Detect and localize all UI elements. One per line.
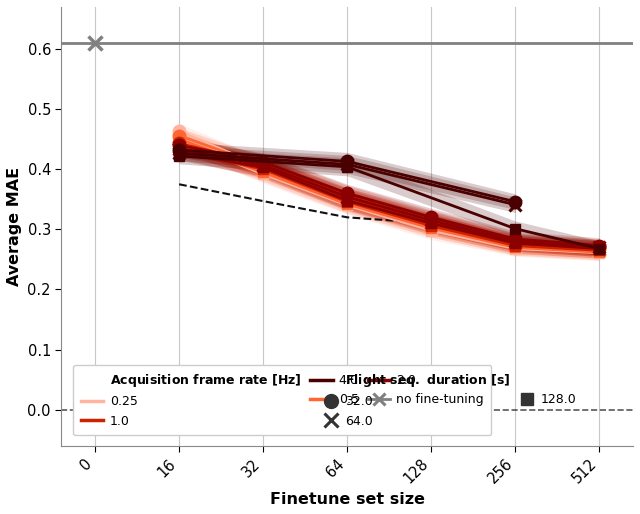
Y-axis label: Average MAE: Average MAE xyxy=(7,167,22,286)
X-axis label: Finetune set size: Finetune set size xyxy=(269,492,425,507)
Legend: $\bf{Flight\ seq.\ duration\ [s]}$, 32.0, 64.0, , 128.0: $\bf{Flight\ seq.\ duration\ [s]}$, 32.0… xyxy=(316,364,584,435)
